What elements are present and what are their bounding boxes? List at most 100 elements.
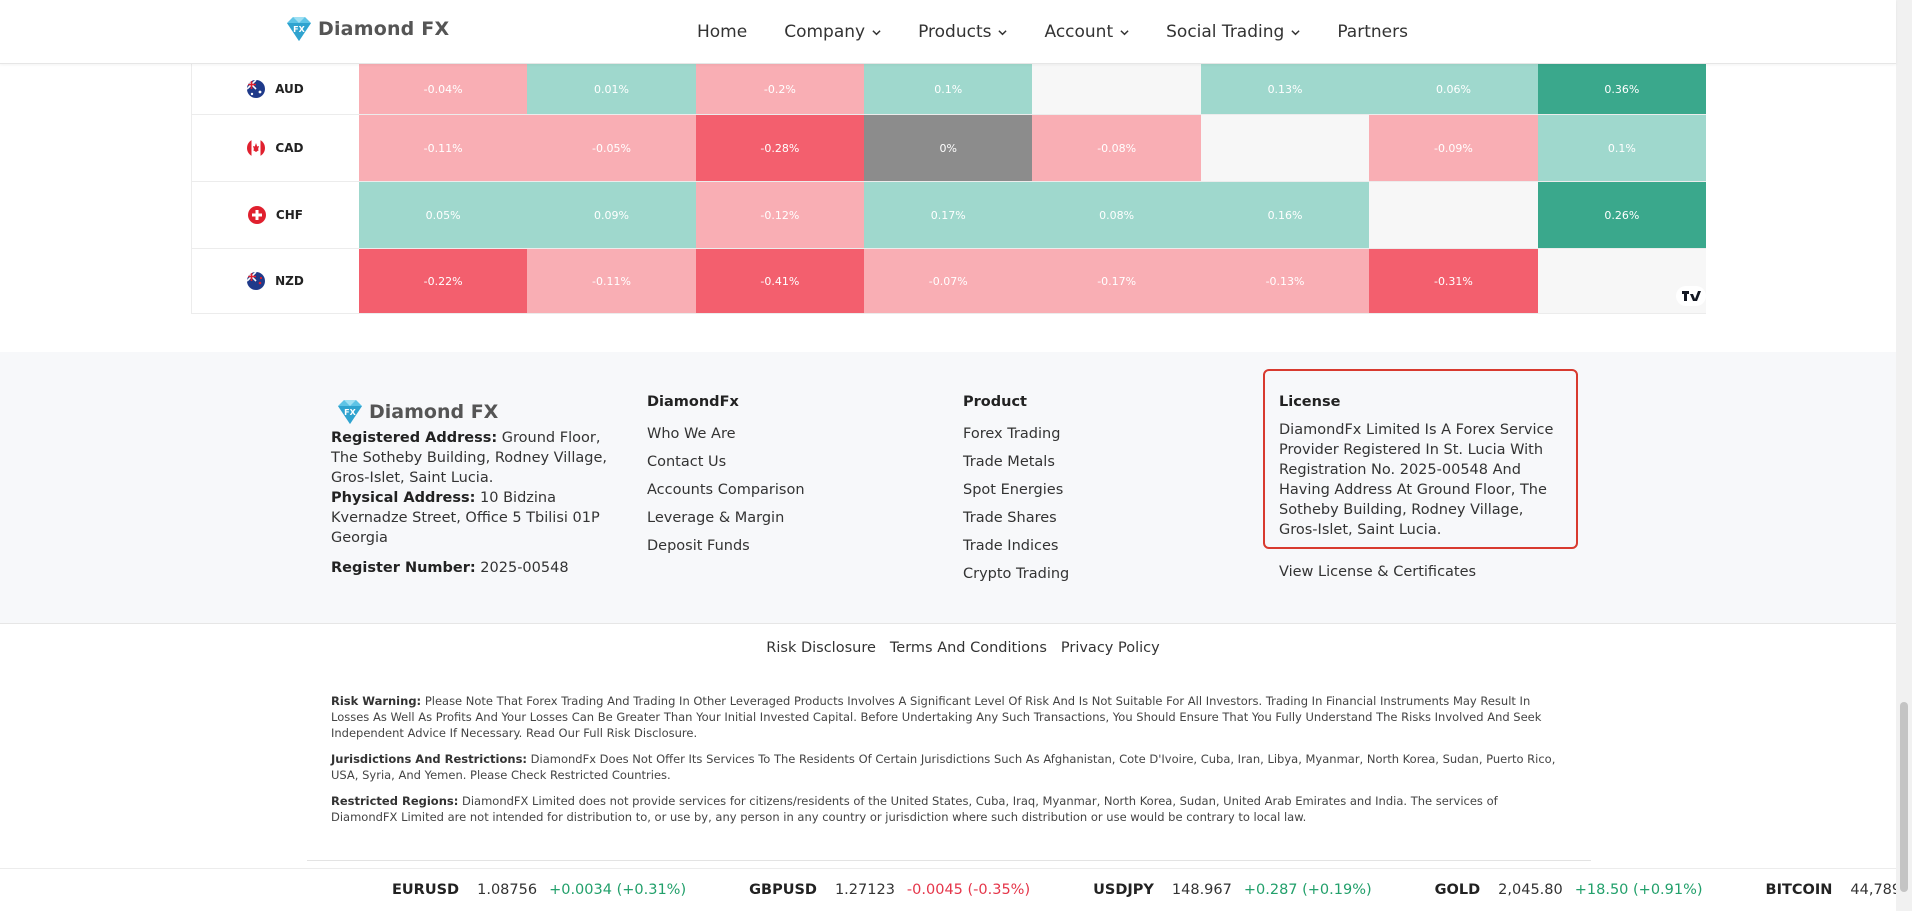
heatmap-cell[interactable]: -0.13%	[1200, 249, 1370, 313]
heatmap-cell[interactable]: 0.16%	[1200, 182, 1370, 248]
scrollbar-thumb[interactable]	[1900, 702, 1908, 892]
heatmap-cell[interactable]	[1369, 182, 1538, 248]
physical-address-label: Physical Address:	[331, 490, 476, 506]
heatmap-cell[interactable]: 0.26%	[1537, 182, 1707, 248]
risk-warning-text: Please Note That Forex Trading And Tradi…	[331, 694, 1542, 740]
heatmap-cell[interactable]: -0.2%	[695, 64, 865, 114]
heatmap-cell[interactable]: 0.13%	[1200, 64, 1370, 114]
heatmap-cell[interactable]: 0.06%	[1369, 64, 1538, 114]
license-title: License	[1279, 394, 1341, 410]
legal-link-privacy-policy[interactable]: Privacy Policy	[1060, 640, 1160, 656]
heatmap-cell[interactable]: -0.41%	[695, 249, 865, 313]
heatmap-cell[interactable]: -0.22%	[358, 249, 528, 313]
ticker-price: 44,789	[1850, 882, 1896, 898]
heatmap-cell[interactable]: -0.07%	[864, 249, 1033, 313]
currency-code: NZD	[275, 274, 304, 288]
heatmap-cell[interactable]: 0.08%	[1032, 182, 1201, 248]
heatmap-cell[interactable]: 0.1%	[864, 64, 1033, 114]
heatmap-cell[interactable]	[1200, 115, 1370, 181]
ticker-symbol: BITCOIN	[1765, 882, 1833, 898]
footer-link-trade-shares[interactable]: Trade Shares	[963, 510, 1057, 526]
legal-notices: Risk Warning: Please Note That Forex Tra…	[331, 693, 1559, 835]
footer-link-spot-energies[interactable]: Spot Energies	[963, 482, 1064, 498]
footer-link-trade-metals[interactable]: Trade Metals	[963, 454, 1055, 470]
nav-item-label: Partners	[1337, 22, 1408, 42]
footer-link-contact-us[interactable]: Contact Us	[647, 454, 727, 470]
heatmap-cell[interactable]: -0.08%	[1032, 115, 1201, 181]
heatmap-cell[interactable]: -0.28%	[695, 115, 865, 181]
footer-link-deposit-funds[interactable]: Deposit Funds	[647, 538, 750, 554]
tradingview-logo-icon[interactable]	[1676, 286, 1706, 306]
ticker-price: 1.27123	[834, 882, 895, 898]
view-license-link[interactable]: View License & Certificates	[1279, 564, 1477, 580]
heatmap-cell[interactable]: 0.09%	[527, 182, 696, 248]
heatmap-cell[interactable]: -0.09%	[1369, 115, 1538, 181]
ticker-item-eurusd[interactable]: EURUSD 1.08756 +0.0034 (+0.31%)	[392, 882, 686, 898]
register-number-label: Register Number:	[331, 560, 476, 576]
chevron-down-icon	[998, 29, 1008, 35]
nav-item-products[interactable]: Products	[918, 22, 1008, 42]
nav-item-account[interactable]: Account	[1044, 22, 1129, 42]
jurisdictions-notice: Jurisdictions And Restrictions: DiamondF…	[331, 751, 1559, 783]
heatmap-cell[interactable]: -0.11%	[527, 249, 696, 313]
nav-item-company[interactable]: Company	[784, 22, 881, 42]
nav-item-home[interactable]: Home	[697, 22, 747, 42]
heatmap-cell[interactable]: 0.17%	[864, 182, 1033, 248]
ticker-item-gbpusd[interactable]: GBPUSD 1.27123 -0.0045 (-0.35%)	[749, 882, 1030, 898]
heatmap-cell[interactable]: 0.1%	[1537, 115, 1707, 181]
footer-col-product: Product Forex Trading Trade Metals Spot En…	[963, 394, 1069, 588]
nav-item-label: Social Trading	[1166, 22, 1285, 42]
heatmap-cell[interactable]: 0%	[864, 115, 1033, 181]
brand-logo[interactable]: FX Diamond FX	[282, 14, 449, 44]
footer-link-who-we-are[interactable]: Who We Are	[647, 426, 736, 442]
legal-links: Risk Disclosure Terms And Conditions Priva…	[0, 640, 1896, 656]
nav-item-social-trading[interactable]: Social Trading	[1166, 22, 1300, 42]
heatmap-cell[interactable]	[1032, 64, 1201, 114]
footer-link-leverage-margin[interactable]: Leverage & Margin	[647, 510, 785, 526]
ticker-price: 2,045.80	[1498, 882, 1563, 898]
heatmap-cell[interactable]: 0.36%	[1537, 64, 1707, 114]
heatmap-cell[interactable]: -0.17%	[1032, 249, 1201, 313]
legal-link-terms-and-conditions[interactable]: Terms And Conditions	[889, 640, 1047, 656]
footer	[0, 352, 1896, 624]
flag-au-icon	[247, 80, 266, 98]
chevron-down-icon	[1291, 29, 1300, 35]
heatmap-cell[interactable]: -0.05%	[527, 115, 696, 181]
registered-address-value: Ground Floor, The Sotheby Building, Rodn…	[331, 430, 607, 486]
footer-link-forex-trading[interactable]: Forex Trading	[963, 426, 1061, 442]
svg-text:FX: FX	[344, 408, 356, 417]
ticker-change: +0.0034 (+0.31%)	[549, 882, 687, 898]
price-ticker: EURUSD 1.08756 +0.0034 (+0.31%) GBPUSD 1.271…	[0, 868, 1896, 911]
ticker-symbol: GOLD	[1434, 882, 1481, 898]
footer-col-diamondfx: DiamondFx Who We Are Contact Us Accounts C…	[647, 394, 805, 560]
nav-item-partners[interactable]: Partners	[1337, 22, 1408, 42]
footer-link-accounts-comparison[interactable]: Accounts Comparison	[647, 482, 805, 498]
heatmap-cell[interactable]: 0.01%	[527, 64, 696, 114]
heatmap-row-chf: CHF 0.05% 0.09% -0.12% 0.17% 0.08% 0.16% 0.26%	[191, 182, 1707, 249]
footer-link-trade-indices[interactable]: Trade Indices	[963, 538, 1059, 554]
ticker-item-usdjpy[interactable]: USDJPY 148.967 +0.287 (+0.19%)	[1093, 882, 1372, 898]
ticker-item-gold[interactable]: GOLD 2,045.80 +18.50 (+0.91%)	[1435, 882, 1703, 898]
currency-label: CHF	[192, 182, 359, 248]
footer-brand-logo[interactable]: FX Diamond FX	[333, 397, 498, 427]
footer-col-license: License DiamondFx Limited Is A Forex Ser…	[1279, 394, 1564, 586]
heatmap-cell[interactable]: -0.12%	[695, 182, 865, 248]
physical-address: Physical Address: 10 Bidzina Kvernadze S…	[331, 488, 609, 548]
risk-warning-label: Risk Warning:	[331, 694, 422, 708]
page-scrollbar[interactable]	[1896, 0, 1912, 911]
footer-link-crypto-trading[interactable]: Crypto Trading	[963, 566, 1070, 582]
heatmap-row-aud: AUD -0.04% 0.01% -0.2% 0.1% 0.13% 0.06% 0.36%	[191, 64, 1707, 115]
register-number: Register Number: 2025-00548	[331, 558, 609, 578]
chevron-down-icon	[1120, 29, 1129, 35]
heatmap-cell[interactable]: 0.05%	[358, 182, 528, 248]
legal-link-risk-disclosure[interactable]: Risk Disclosure	[766, 640, 876, 656]
heatmap-cell[interactable]: -0.31%	[1369, 249, 1538, 313]
ticker-divider	[307, 860, 1591, 861]
ticker-symbol: USDJPY	[1093, 882, 1154, 898]
currency-label: CAD	[192, 115, 359, 181]
svg-text:FX: FX	[293, 25, 305, 34]
heatmap-cell[interactable]: -0.11%	[358, 115, 528, 181]
heatmap-cell[interactable]: -0.04%	[358, 64, 528, 114]
currency-code: CHF	[275, 208, 303, 222]
